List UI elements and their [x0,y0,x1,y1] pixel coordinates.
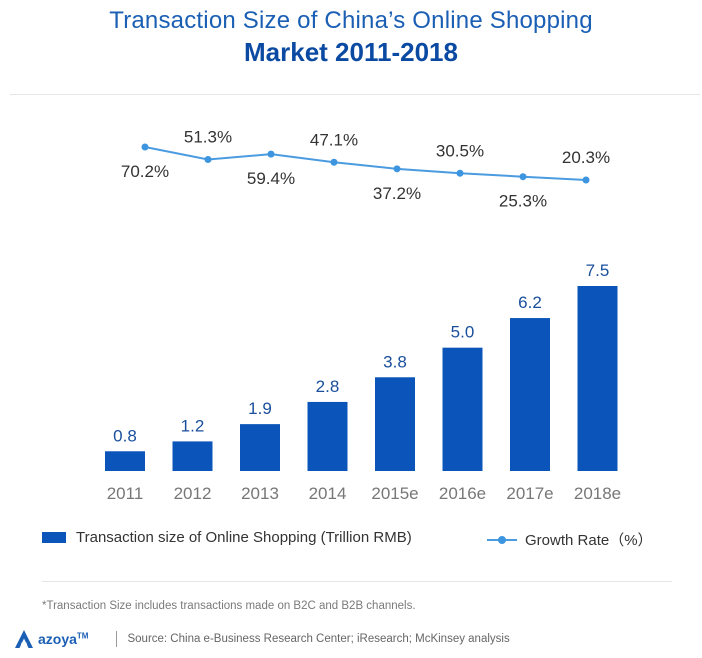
footnote: *Transaction Size includes transactions … [42,600,416,612]
legend-line-swatch [487,534,517,545]
azoya-logo-text: azoyaTM [38,631,89,647]
title-line-2: Market 2011-2018 [244,37,458,67]
bar-2015e [375,377,415,471]
growth-rate-line [144,146,587,181]
bar-value-label-2012: 1.2 [181,416,205,435]
x-tick-label-2015e: 2015e [371,484,418,503]
legend-line: Growth Rate（%） [487,529,653,550]
growth-label-2018e: 20.3% [562,148,610,167]
bar-2017e [510,318,550,471]
bar-value-label-2011: 0.8 [113,426,137,445]
growth-label-2013: 59.4% [247,169,295,188]
footer-separator [116,631,118,647]
growth-point-2011 [141,143,149,151]
x-tick-label-2013: 2013 [241,484,279,503]
growth-point-2013 [267,150,275,158]
top-divider [10,94,700,95]
bar-2011 [105,451,145,471]
growth-label-2016e: 30.5% [436,141,484,160]
growth-point-2014 [330,158,338,166]
growth-point-2016e [456,169,464,177]
bar-value-label-2015e: 3.8 [383,352,407,371]
azoya-logo-tm: TM [76,631,89,641]
legend-line-label: Growth Rate（%） [525,532,653,549]
growth-point-2012 [204,155,212,163]
bar-2013 [240,424,280,471]
growth-label-2014: 47.1% [310,130,358,149]
growth-label-2015e: 37.2% [373,184,421,203]
source-note: Source: China e-Business Research Center… [127,633,510,645]
bar-2012 [172,441,213,471]
bar-2018e [577,286,618,471]
bottom-divider [42,581,672,582]
growth-label-2017e: 25.3% [499,192,547,211]
x-tick-label-2018e: 2018e [574,484,621,503]
bar-value-label-2016e: 5.0 [451,323,475,342]
growth-label-2011: 70.2% [121,162,169,181]
legend-bar-label: Transaction size of Online Shopping (Tri… [76,529,412,546]
x-tick-label-2014: 2014 [309,484,347,503]
azoya-logo: azoyaTM [14,629,88,649]
x-tick-label-2012: 2012 [174,484,212,503]
bar-value-label-2014: 2.8 [316,377,340,396]
legend-bar: Transaction size of Online Shopping (Tri… [42,529,412,546]
growth-label-2012: 51.3% [184,127,232,146]
growth-point-2018e [582,176,590,184]
legend-bar-swatch [42,532,66,543]
x-tick-label-2016e: 2016e [439,484,486,503]
growth-point-2015e [393,165,401,173]
bar-2014 [307,401,348,471]
azoya-logo-icon [15,630,33,648]
bar-value-label-2017e: 6.2 [518,293,542,312]
bar-value-label-2018e: 7.5 [586,261,610,280]
x-tick-label-2011: 2011 [107,484,144,503]
growth-point-2017e [519,173,527,181]
bar-value-label-2013: 1.9 [248,399,272,418]
bar-2016e [442,347,483,471]
chart-title: Transaction Size of China’s Online Shopp… [0,6,702,68]
chart-area: 0.8 2011 1.2 2012 1.9 2013 2.8 2014 3.8 2015e 5.0 2… [105,127,621,503]
x-tick-label-2017e: 2017e [506,484,553,503]
footer: azoyaTM Source: China e-Business Researc… [14,626,510,652]
title-line-1: Transaction Size of China’s Online Shopp… [109,7,593,34]
